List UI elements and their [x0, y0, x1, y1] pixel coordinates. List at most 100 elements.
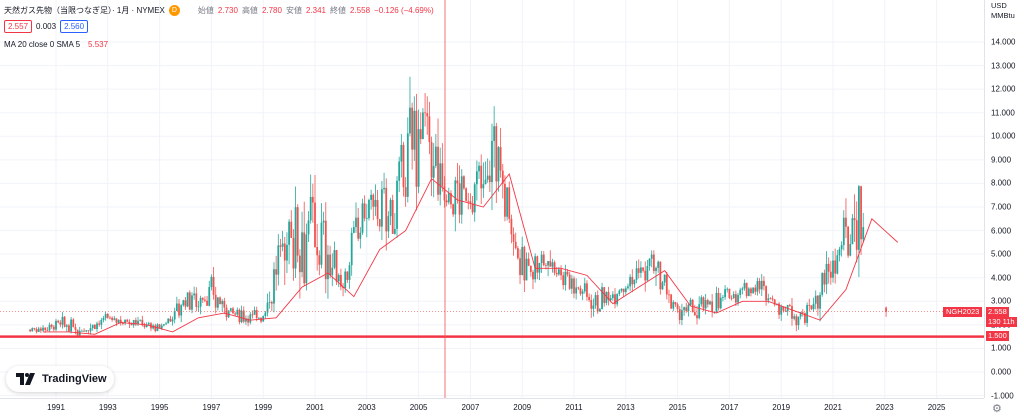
candle-body: [769, 298, 772, 300]
candle-body: [417, 129, 420, 187]
candle-body: [247, 318, 249, 323]
candle-body: [98, 323, 101, 325]
settings-gear-icon[interactable]: ⚙: [992, 403, 1002, 415]
candle-body: [370, 194, 373, 200]
candle-body: [512, 234, 515, 242]
unit-label[interactable]: MMBtu: [991, 11, 1015, 20]
candle-body: [363, 203, 366, 219]
close-label: 終値: [330, 5, 346, 15]
candle-body: [61, 316, 64, 325]
candle-body: [523, 246, 526, 281]
candle-body: [391, 200, 394, 234]
candle-body: [65, 325, 68, 327]
candle-body: [674, 302, 677, 305]
candle-body: [288, 221, 290, 245]
candle-body: [700, 297, 703, 305]
candle-body: [193, 293, 196, 296]
indicator-label[interactable]: MA 20 close 0 SMA 5: [4, 39, 81, 49]
candle-body: [117, 319, 120, 323]
candle-body: [158, 324, 161, 329]
candle-body: [368, 199, 370, 219]
price-chart[interactable]: [0, 0, 984, 398]
candle-body: [415, 110, 418, 187]
sell-button[interactable]: 2.557: [4, 19, 33, 33]
candle-body: [389, 200, 392, 217]
candle-body: [741, 288, 744, 290]
candle-body: [529, 265, 532, 272]
candle-body: [467, 200, 470, 202]
countdown-tag: 130 11h: [986, 317, 1017, 327]
price-tick-label: 5.000: [991, 249, 1012, 259]
candle-body: [385, 187, 388, 232]
candle-body: [216, 297, 219, 308]
candle-body: [573, 278, 575, 294]
candle-body: [599, 309, 601, 312]
candle-body: [704, 300, 707, 309]
candle-body: [437, 146, 439, 195]
price-tick-label: 10.000: [991, 131, 1016, 141]
candle-body: [460, 176, 463, 215]
candle-body: [823, 272, 826, 285]
candle-body: [257, 317, 260, 319]
candle-body: [771, 298, 774, 300]
candle-body: [685, 307, 688, 312]
candle-body: [137, 320, 139, 325]
open-value: 2.730: [217, 5, 238, 15]
candle-body: [527, 258, 530, 266]
candle-body: [672, 302, 675, 309]
price-tick-label: 3.000: [991, 296, 1012, 306]
candle-body: [696, 315, 698, 319]
time-axis[interactable]: 1991 1993 1995 1997 1999 2001 2003 2005 2007 2009…: [0, 398, 984, 417]
candle-body: [89, 328, 92, 332]
candle-body: [549, 261, 552, 267]
chart-pane[interactable]: 天然ガス先物（当限つなぎ足）· 1月 · NYMEX D 始値 2.730 高値…: [0, 0, 984, 398]
candle-body: [566, 271, 569, 275]
candle-body: [860, 186, 862, 240]
candle-body: [305, 234, 308, 284]
candle-body: [238, 309, 241, 323]
candle-body: [624, 288, 627, 293]
candle-body: [551, 262, 554, 267]
candle-body: [570, 278, 573, 289]
price-axis[interactable]: USD MMBtu 14.000 13.000 12.000 11.000 10.000…: [984, 0, 1024, 400]
time-tick-label: 2003: [357, 403, 376, 412]
candle-body: [663, 274, 666, 283]
candle-body: [52, 326, 55, 330]
candle-body: [419, 129, 422, 140]
tradingview-logo[interactable]: TradingView: [6, 366, 114, 392]
time-tick-label: 1991: [47, 403, 65, 412]
candle-body: [683, 307, 685, 311]
candle-body: [72, 319, 75, 328]
ma-line: [43, 173, 899, 335]
candle-body: [281, 243, 284, 247]
candle-body: [50, 324, 53, 327]
candle-body: [564, 271, 567, 286]
candle-body: [378, 219, 381, 227]
buy-button[interactable]: 2.560: [60, 19, 89, 33]
candle-body: [592, 305, 595, 309]
symbol-title[interactable]: 天然ガス先物（当限つなぎ足）· 1月 · NYMEX: [4, 5, 165, 15]
candle-body: [715, 292, 718, 312]
time-tick-label: 2023: [875, 403, 894, 412]
currency-label[interactable]: USD: [991, 1, 1007, 10]
candles: [29, 76, 887, 337]
candle-body: [212, 276, 215, 295]
candle-body: [521, 246, 524, 276]
moving-average: [43, 173, 899, 335]
candle-body: [557, 269, 560, 275]
candle-body: [756, 281, 759, 292]
candle-body: [422, 112, 424, 140]
candle-body: [296, 207, 299, 256]
symbol-price-tag: NGH2023: [943, 307, 983, 317]
legend-trade-row: 2.557 0.003 2.560: [4, 19, 434, 33]
candle-body: [236, 309, 239, 315]
candle-body: [687, 304, 690, 312]
time-tick-label: 1993: [98, 403, 117, 412]
candle-body: [702, 297, 705, 309]
time-tick-label: 1995: [150, 403, 169, 412]
candle-body: [594, 295, 597, 306]
low-label: 安値: [285, 5, 302, 15]
candle-body: [197, 306, 200, 308]
candle-body: [184, 300, 187, 307]
candle-body: [810, 305, 813, 310]
